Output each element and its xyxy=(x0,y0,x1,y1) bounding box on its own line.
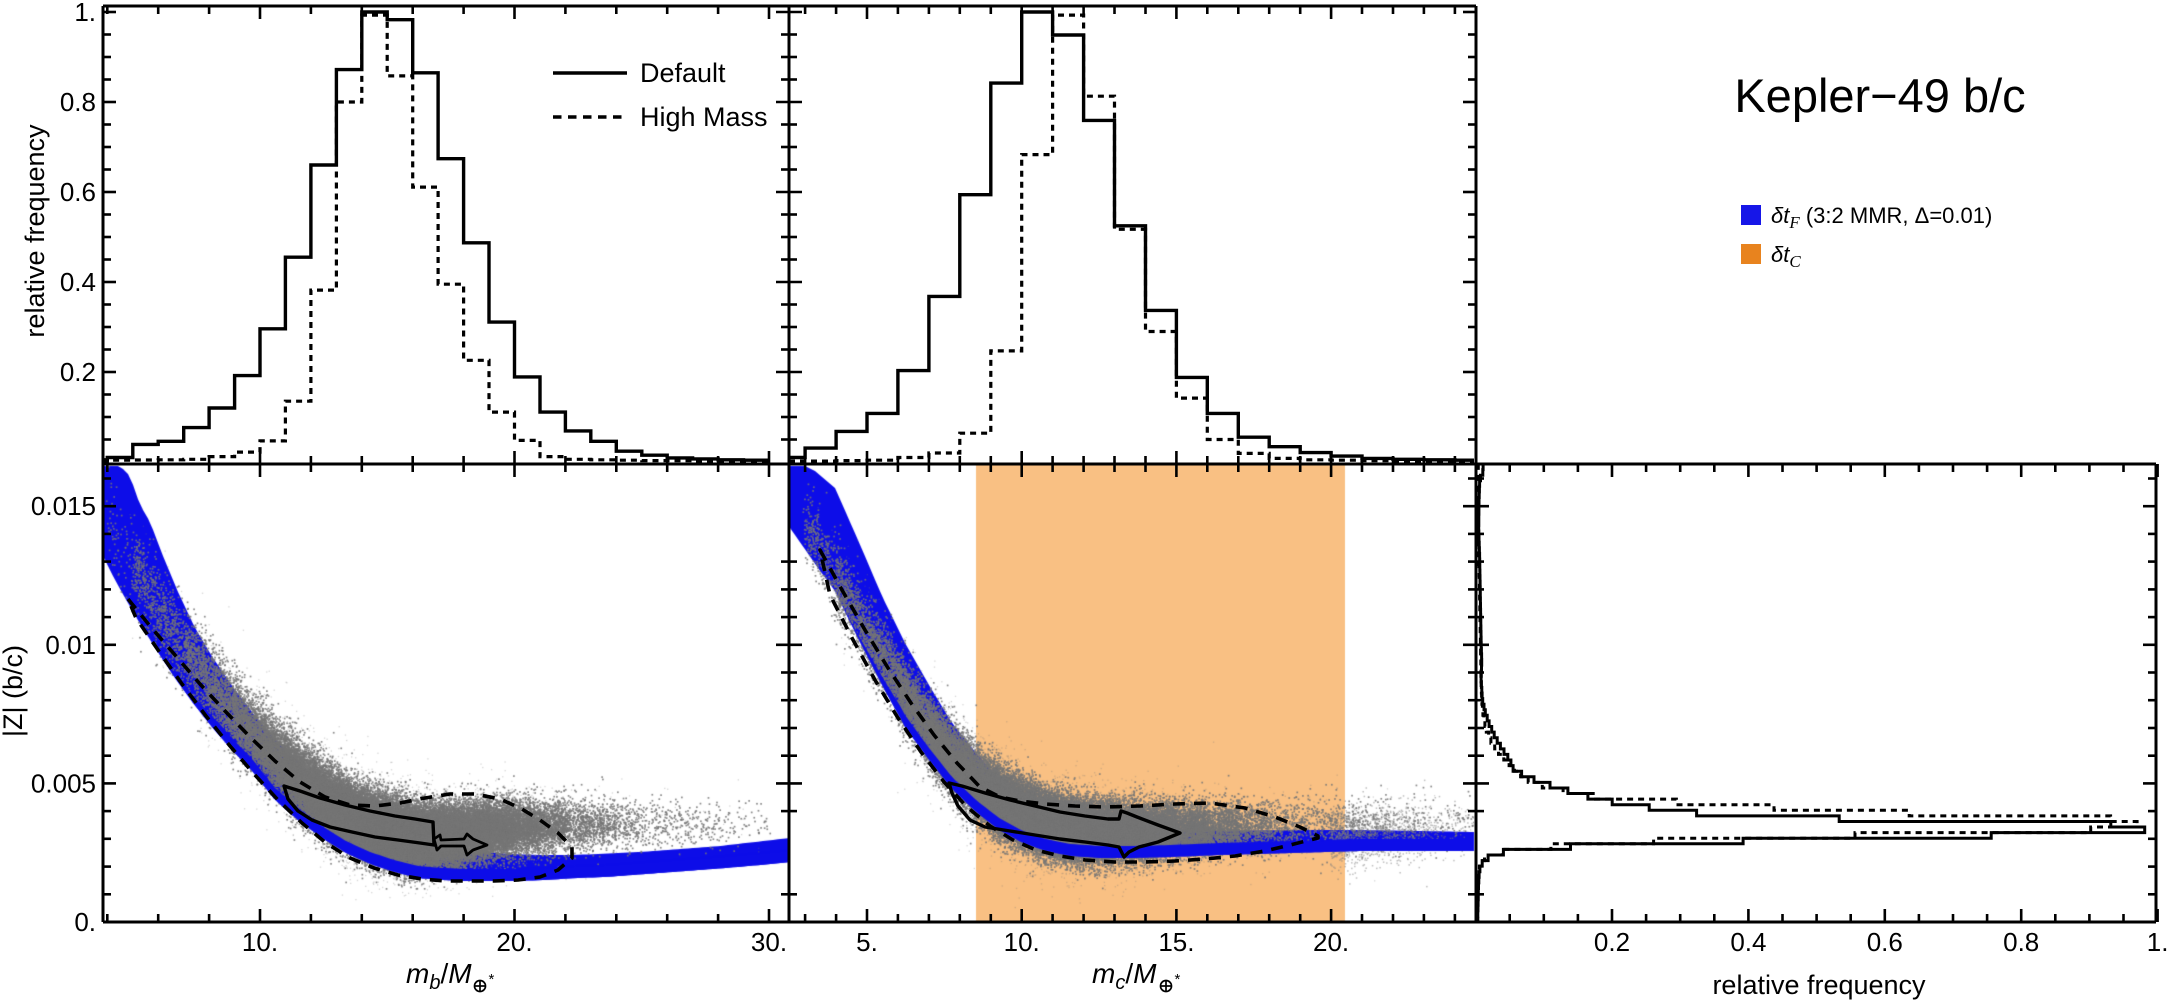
svg-text:*: * xyxy=(489,971,495,988)
svg-text:δtF (3:2 MMR, Δ=0.01): δtF (3:2 MMR, Δ=0.01) xyxy=(1771,203,1992,232)
svg-text:0.8: 0.8 xyxy=(2003,927,2039,957)
svg-text:relative frequency: relative frequency xyxy=(1712,970,1926,1000)
svg-text:0.6: 0.6 xyxy=(1867,927,1903,957)
svg-text:1.: 1. xyxy=(2147,927,2169,957)
svg-text:0.2: 0.2 xyxy=(60,357,96,387)
svg-text:Kepler−49 b/c: Kepler−49 b/c xyxy=(1734,69,2025,122)
svg-text:10.: 10. xyxy=(242,927,278,957)
svg-text:20.: 20. xyxy=(1313,927,1349,957)
svg-text:0.2: 0.2 xyxy=(1594,927,1630,957)
svg-text:1.: 1. xyxy=(74,0,96,27)
svg-text:*: * xyxy=(1175,971,1181,988)
svg-text:mb/M: mb/M xyxy=(406,958,472,994)
svg-text:0.: 0. xyxy=(74,907,96,937)
svg-text:relative frequency: relative frequency xyxy=(20,124,50,338)
svg-text:0.01: 0.01 xyxy=(45,630,96,660)
svg-text:10.: 10. xyxy=(1004,927,1040,957)
svg-text:0.6: 0.6 xyxy=(60,177,96,207)
svg-text:20.: 20. xyxy=(496,927,532,957)
svg-text:mc/M: mc/M xyxy=(1092,958,1157,994)
svg-text:0.005: 0.005 xyxy=(31,768,96,798)
svg-text:30.: 30. xyxy=(751,927,787,957)
svg-text:0.8: 0.8 xyxy=(60,87,96,117)
svg-text:Default: Default xyxy=(640,58,726,88)
svg-text:0.015: 0.015 xyxy=(31,491,96,521)
svg-text:0.4: 0.4 xyxy=(1730,927,1766,957)
svg-text:0.4: 0.4 xyxy=(60,267,96,297)
svg-text:|Z| (b/c): |Z| (b/c) xyxy=(0,645,28,737)
svg-text:δtC: δtC xyxy=(1771,242,1801,271)
svg-text:High Mass: High Mass xyxy=(640,102,768,132)
svg-text:5.: 5. xyxy=(856,927,878,957)
svg-text:15.: 15. xyxy=(1158,927,1194,957)
